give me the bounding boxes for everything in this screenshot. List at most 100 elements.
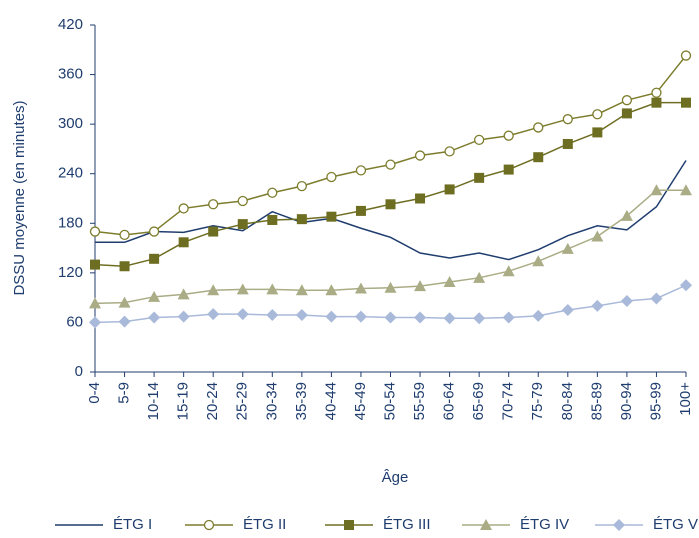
legend-marker [344, 520, 354, 530]
data-point [208, 226, 219, 237]
data-point [266, 308, 279, 321]
data-point [148, 290, 161, 302]
data-point [178, 237, 189, 248]
x-tick-label: 30-34 [263, 382, 280, 420]
data-point [354, 310, 367, 323]
x-tick-label: 90-94 [618, 382, 635, 420]
data-point [385, 199, 396, 210]
legend-marker [480, 519, 492, 530]
x-tick-label: 75-79 [529, 382, 546, 420]
data-point [620, 294, 633, 307]
data-point [90, 259, 100, 270]
legend-label: ÉTG V [653, 516, 698, 533]
data-point [267, 187, 278, 198]
data-point [355, 205, 366, 216]
data-point [149, 253, 160, 264]
data-point [354, 282, 367, 294]
data-point [621, 95, 633, 106]
data-point [295, 308, 308, 321]
data-point [443, 275, 456, 287]
x-tick-label: 5-9 [116, 382, 133, 404]
data-point [266, 283, 279, 295]
legend-label: ÉTG I [113, 516, 152, 533]
data-point [503, 164, 514, 175]
data-point [621, 108, 632, 119]
data-point [325, 310, 338, 323]
y-tick-label: 180 [58, 214, 83, 231]
data-point [473, 134, 485, 145]
legend-label: ÉTG III [383, 516, 431, 533]
data-point [296, 180, 308, 192]
x-tick-label: 55-59 [411, 382, 428, 420]
data-point [119, 229, 130, 241]
data-point [118, 315, 131, 328]
data-point [384, 281, 397, 293]
data-point [384, 311, 397, 324]
x-tick-label: 45-49 [352, 382, 369, 420]
data-point [681, 97, 691, 108]
x-tick-label: 15-19 [175, 382, 192, 420]
series-line [95, 160, 687, 261]
x-tick-label: 0-4 [86, 382, 103, 404]
data-point [443, 312, 456, 325]
data-point [148, 226, 160, 237]
x-tick-label: 25-29 [234, 382, 251, 420]
data-point [562, 138, 573, 149]
data-point [326, 171, 337, 183]
data-point [591, 230, 604, 242]
data-point [561, 242, 574, 254]
data-point [414, 150, 426, 161]
x-tick-label: 100+ [677, 382, 694, 416]
legend-marker [203, 519, 215, 531]
data-point [650, 292, 663, 305]
data-point [502, 311, 515, 324]
y-tick-label: 420 [58, 16, 83, 33]
legend-label: ÉTG II [243, 516, 286, 533]
data-point [444, 146, 455, 157]
data-point [148, 311, 161, 324]
y-tick-label: 120 [58, 264, 83, 281]
data-point [592, 127, 603, 138]
data-point [620, 209, 633, 221]
data-point [532, 255, 545, 267]
data-point [237, 195, 248, 207]
y-tick-label: 240 [58, 165, 83, 182]
x-tick-label: 40-44 [322, 382, 339, 420]
x-tick-label: 80-84 [559, 382, 576, 420]
data-point [295, 284, 308, 296]
y-tick-label: 360 [58, 66, 83, 83]
y-axis-label: DSSU moyenne (en minutes) [11, 100, 28, 295]
data-point [562, 114, 573, 125]
data-point [237, 219, 248, 230]
data-point [207, 284, 220, 296]
data-point [178, 203, 189, 214]
x-tick-label: 10-14 [145, 382, 162, 420]
data-point [89, 297, 101, 309]
data-point [680, 279, 692, 292]
x-tick-label: 95-99 [647, 382, 664, 420]
data-point [680, 50, 692, 61]
x-tick-label: 70-74 [500, 382, 517, 420]
data-point [473, 312, 486, 325]
data-point [532, 309, 545, 322]
data-point [385, 159, 396, 170]
data-point [415, 193, 426, 204]
data-point [651, 97, 662, 108]
data-point [119, 261, 130, 272]
y-tick-label: 60 [66, 313, 83, 330]
data-point [89, 316, 101, 329]
x-tick-label: 50-54 [381, 382, 398, 420]
data-point [503, 130, 514, 141]
data-point [177, 288, 190, 300]
x-tick-label: 60-64 [441, 382, 458, 420]
legend-label: ÉTG IV [520, 516, 569, 533]
data-point [680, 184, 692, 196]
data-point [208, 199, 219, 210]
data-point [207, 308, 220, 321]
data-point [533, 122, 544, 133]
data-point [296, 214, 307, 225]
data-point [591, 299, 604, 312]
data-point [177, 310, 190, 323]
x-tick-label: 20-24 [204, 382, 221, 420]
data-point [592, 109, 603, 120]
